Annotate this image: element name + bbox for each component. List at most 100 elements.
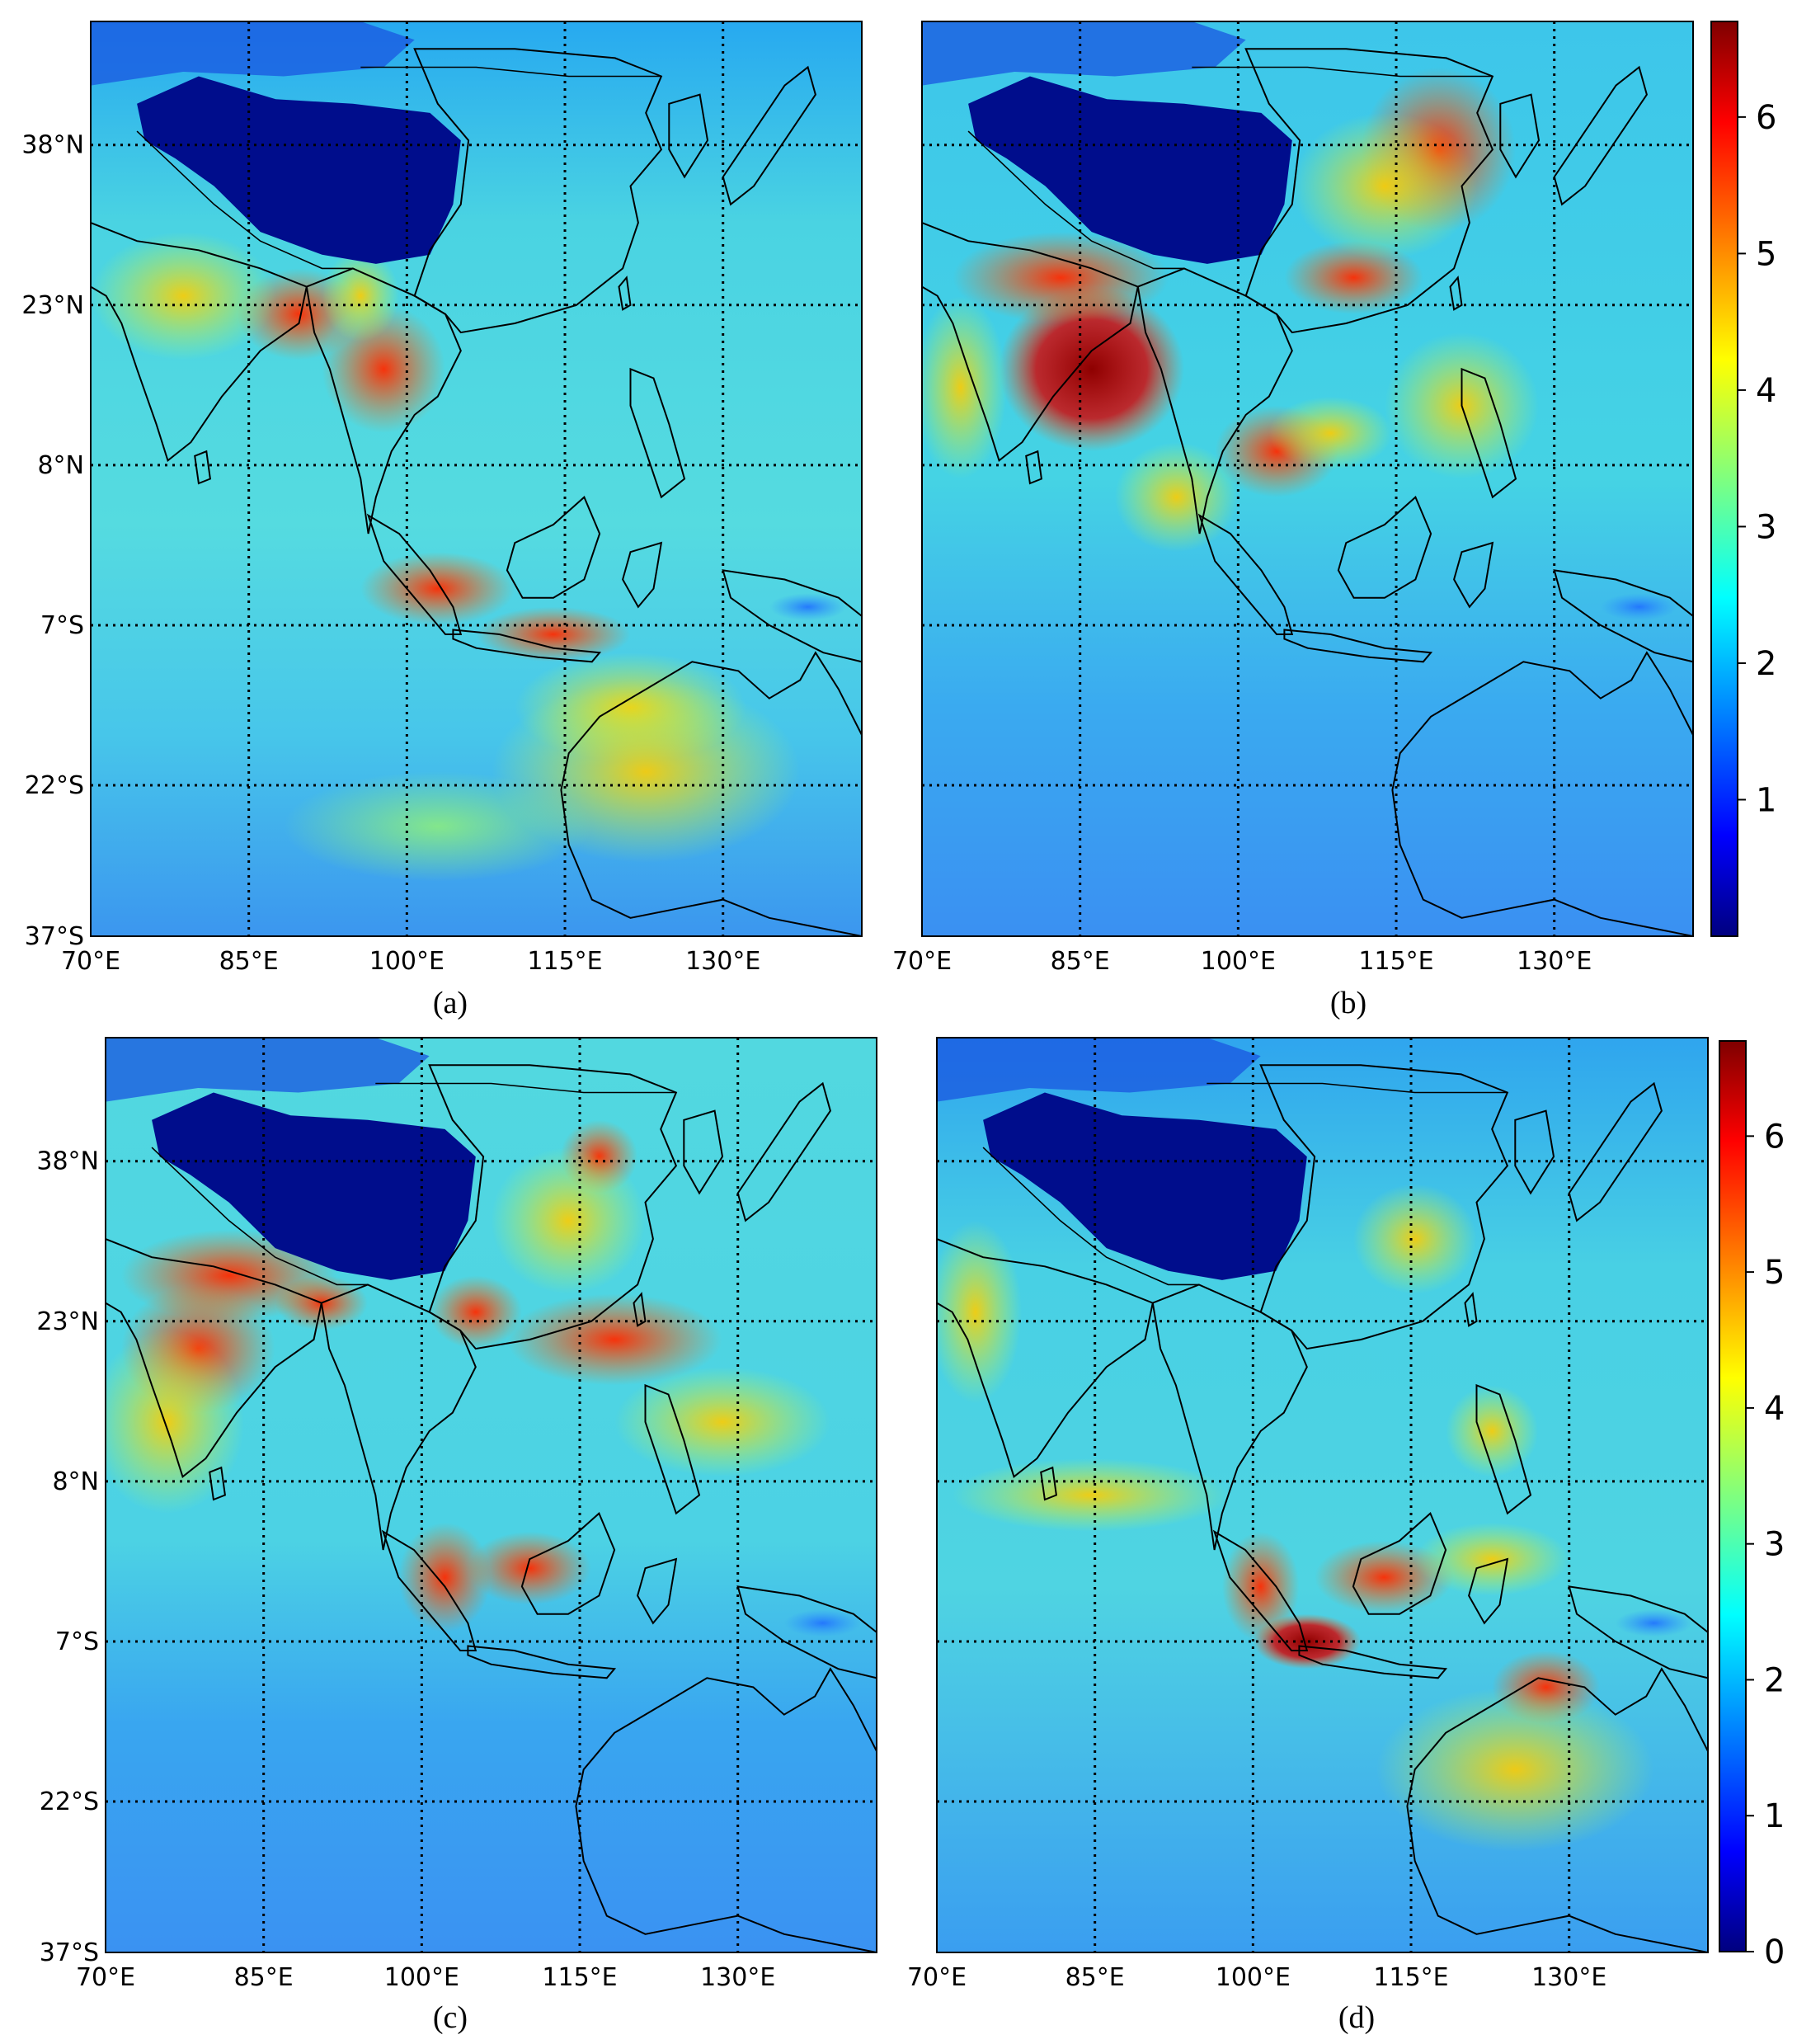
coastline-sumatra (1212, 1529, 1309, 1651)
coastline-phil (629, 367, 686, 499)
low-value-region-newguinea (769, 593, 847, 621)
border-line (967, 130, 1184, 270)
colorbar-tick-label: 5 (1756, 235, 1776, 273)
longitude-label: 70°E (907, 1963, 967, 1992)
coastline-phil (644, 1383, 701, 1515)
longitude-label: 130°E (685, 947, 760, 976)
coastline-sulawesi (1468, 1557, 1509, 1625)
coastline-srilanka (1040, 1466, 1057, 1501)
panel-caption-c: (c) (433, 2000, 468, 2035)
aerosol-hotspot (360, 552, 515, 625)
colorbar-tick-label: 2 (1756, 645, 1776, 683)
colorbar: 1 2 3 4 5 6 (1710, 21, 1776, 937)
colorbar-tick-label: 2 (1764, 1661, 1785, 1699)
coastline-phil (1475, 1383, 1532, 1515)
coastline-korea (668, 93, 709, 179)
low-value-region-north (106, 1038, 430, 1102)
aerosol-hotspot (937, 1220, 1022, 1404)
longitude-label: 115°E (1373, 1963, 1448, 1992)
latitude-label: 38°N (36, 1147, 99, 1176)
latitude-label: 8°N (37, 451, 84, 480)
tibetan-plateau-low-values (968, 76, 1292, 264)
tibetan-plateau-low-values (983, 1092, 1307, 1280)
map-panel-d: 70°E 85°E 100°E 115°E 130°E (907, 1037, 1709, 1992)
aerosol-hotspot (922, 295, 1007, 479)
aerosol-hotspot (1268, 396, 1393, 470)
latitude-label: 38°N (21, 131, 84, 160)
latitude-label: 37°S (25, 922, 84, 951)
map-frame (90, 21, 863, 937)
colorbar-tick-label: 1 (1756, 781, 1776, 819)
low-value-region-north (937, 1038, 1261, 1102)
coastline-japan (736, 1081, 831, 1222)
longitude-label: 130°E (700, 1963, 775, 1992)
latitude-label: 22°S (40, 1787, 99, 1816)
coastline-taiwan (1449, 276, 1463, 311)
latitude-label: 23°N (36, 1307, 99, 1336)
map-field (91, 21, 862, 936)
coastline-india (937, 1237, 1154, 1478)
aerosol-hotspot (476, 606, 631, 662)
coastline-newguinea (1568, 1585, 1708, 1679)
aerosol-hotspot (1291, 112, 1478, 260)
coastline-newguinea (1553, 569, 1693, 663)
coastline-japan (1568, 1081, 1663, 1222)
map-field (937, 1038, 1708, 1952)
coastline-srilanka (1025, 450, 1042, 485)
coastline-india (922, 221, 1139, 462)
coastline-sumatra (381, 1529, 477, 1651)
aerosol-hotspot (491, 1147, 646, 1294)
aerosol-hotspot (468, 1531, 592, 1605)
border-line (136, 130, 353, 270)
colorbar-tick-label: 6 (1764, 1118, 1785, 1156)
aerosol-hotspot (952, 1458, 1230, 1532)
longitude-label: 100°E (1216, 1963, 1291, 1992)
coastline-australia (575, 1667, 877, 1952)
aerosol-hotspot (91, 232, 276, 360)
aerosol-hotspot (1352, 1184, 1477, 1294)
colorbar-gradient (1719, 1040, 1747, 1952)
map-panel-b: 70°E 85°E 100°E 115°E 130°E (892, 21, 1694, 976)
colorbar-tick-label: 4 (1756, 372, 1776, 410)
latitude-label: 7°S (40, 611, 84, 640)
coastline-india (106, 1237, 322, 1478)
coastline-borneo (1352, 1512, 1447, 1615)
coastline-borneo (1337, 496, 1432, 599)
longitude-label: 100°E (384, 1963, 459, 1992)
coastline-taiwan (618, 276, 632, 311)
coastline-sulawesi (622, 541, 663, 609)
coastline-sumatra (1197, 513, 1294, 635)
latitude-label: 23°N (21, 291, 84, 320)
map-panel-c: 38°N 23°N 8°N 7°S 22°S 37°S70°E 85°E 100°E 115°E… (36, 1037, 877, 1992)
aerosol-hotspot (106, 1330, 245, 1514)
border-line (360, 66, 661, 78)
coastline-srilanka (194, 450, 211, 485)
colorbar-tick-label: 4 (1764, 1390, 1785, 1428)
aerosol-hotspot (1414, 1522, 1569, 1596)
coastline-sumatra (366, 513, 463, 635)
coastline-australia (560, 651, 862, 936)
low-value-region-newguinea (783, 1609, 862, 1637)
latitude-label: 22°S (25, 771, 84, 800)
map-field (922, 21, 1693, 936)
colorbar-tick-label: 5 (1764, 1254, 1785, 1292)
low-value-region-newguinea (1615, 1609, 1693, 1637)
map-field (106, 1038, 877, 1952)
longitude-label: 85°E (219, 947, 279, 976)
tibetan-plateau-low-values (152, 1092, 476, 1280)
longitude-label: 70°E (76, 1963, 135, 1992)
colorbar: 0 1 2 3 4 5 6 (1719, 1040, 1785, 1971)
coastline-taiwan (633, 1292, 647, 1327)
longitude-label: 85°E (1051, 947, 1110, 976)
coastline-japan (722, 65, 816, 206)
border-line (151, 1147, 368, 1286)
coastline-java (1298, 1645, 1448, 1679)
coastline-java (1283, 629, 1433, 663)
coastline-java (467, 1645, 617, 1679)
colorbar-tick-label: 6 (1756, 99, 1776, 137)
map-frame (921, 21, 1694, 937)
coastline-korea (1514, 1109, 1555, 1195)
coastline-phil (1461, 367, 1517, 499)
border-line (1207, 1082, 1508, 1094)
latitude-label: 8°N (52, 1467, 99, 1496)
